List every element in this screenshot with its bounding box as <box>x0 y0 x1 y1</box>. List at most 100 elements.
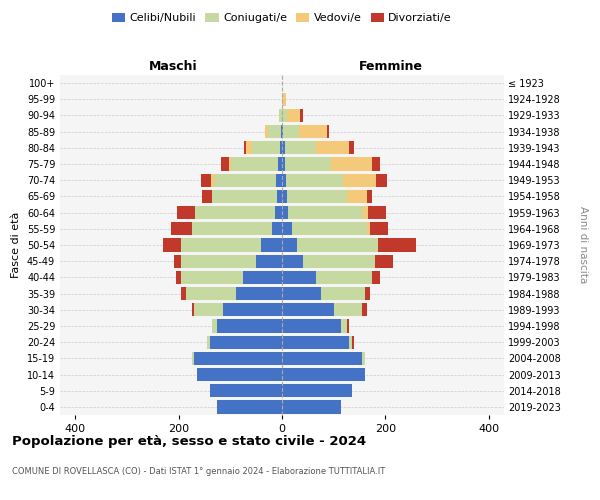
Bar <box>282 287 365 300</box>
Bar <box>282 287 370 300</box>
Bar <box>173 254 282 268</box>
Bar <box>282 158 373 170</box>
Bar <box>187 287 282 300</box>
Bar <box>282 238 416 252</box>
Bar <box>282 336 352 349</box>
Bar <box>211 174 282 187</box>
Bar <box>282 141 316 154</box>
Bar <box>282 222 367 235</box>
Bar <box>282 384 352 398</box>
Bar <box>282 141 349 154</box>
Bar <box>236 287 282 300</box>
Bar <box>282 400 341 413</box>
Bar <box>282 109 287 122</box>
Bar <box>223 303 282 316</box>
Bar <box>282 158 331 170</box>
Bar <box>243 270 282 284</box>
Bar <box>207 336 282 349</box>
Bar <box>282 336 349 349</box>
Bar <box>181 238 282 252</box>
Bar <box>194 303 282 316</box>
Bar <box>280 109 282 122</box>
Text: COMUNE DI ROVELLASCA (CO) - Dati ISTAT 1° gennaio 2024 - Elaborazione TUTTITALIA: COMUNE DI ROVELLASCA (CO) - Dati ISTAT 1… <box>12 468 385 476</box>
Bar <box>197 368 282 381</box>
Bar <box>282 336 354 349</box>
Bar <box>265 125 282 138</box>
Bar <box>181 287 282 300</box>
Bar <box>282 190 287 203</box>
Bar <box>282 352 365 365</box>
Bar <box>282 384 352 398</box>
Bar <box>251 141 282 154</box>
Bar <box>282 320 347 332</box>
Bar <box>282 254 302 268</box>
Bar <box>187 287 282 300</box>
Bar <box>191 352 282 365</box>
Bar <box>229 158 282 170</box>
Bar <box>277 190 282 203</box>
Bar <box>280 109 282 122</box>
Bar <box>217 400 282 413</box>
Bar <box>282 190 347 203</box>
Bar <box>282 320 347 332</box>
Bar <box>282 368 365 381</box>
Bar <box>282 368 365 381</box>
Bar <box>282 109 300 122</box>
Bar <box>214 174 282 187</box>
Bar <box>280 109 282 122</box>
Bar <box>282 400 341 413</box>
Bar <box>202 190 282 203</box>
Bar <box>282 190 373 203</box>
Bar <box>210 384 282 398</box>
Bar <box>247 141 282 154</box>
Bar <box>282 158 284 170</box>
Bar <box>282 222 292 235</box>
Bar <box>207 336 282 349</box>
Bar <box>282 352 365 365</box>
Text: Femmine: Femmine <box>358 60 422 72</box>
Bar <box>210 384 282 398</box>
Bar <box>191 352 282 365</box>
Bar <box>282 352 365 365</box>
Bar <box>282 254 393 268</box>
Bar <box>276 174 282 187</box>
Bar <box>181 254 282 268</box>
Bar <box>232 158 282 170</box>
Bar <box>282 141 354 154</box>
Bar <box>278 158 282 170</box>
Bar <box>282 206 363 220</box>
Bar <box>282 287 365 300</box>
Y-axis label: Fasce di età: Fasce di età <box>11 212 21 278</box>
Bar <box>281 125 282 138</box>
Bar <box>256 254 282 268</box>
Bar <box>282 368 365 381</box>
Bar <box>282 303 362 316</box>
Bar <box>212 320 282 332</box>
Bar <box>210 384 282 398</box>
Bar <box>212 320 282 332</box>
Bar <box>181 254 282 268</box>
Bar <box>282 125 299 138</box>
Bar <box>171 222 282 235</box>
Bar <box>282 222 370 235</box>
Bar <box>275 206 282 220</box>
Bar <box>181 270 282 284</box>
Bar <box>244 141 282 154</box>
Bar <box>212 320 282 332</box>
Bar <box>272 222 282 235</box>
Bar <box>210 384 282 398</box>
Bar <box>217 400 282 413</box>
Bar <box>282 238 377 252</box>
Text: Maschi: Maschi <box>149 60 198 72</box>
Bar <box>282 125 283 138</box>
Bar <box>282 254 375 268</box>
Bar <box>163 238 282 252</box>
Bar <box>181 270 282 284</box>
Bar <box>282 222 388 235</box>
Bar <box>176 270 282 284</box>
Bar <box>282 254 375 268</box>
Bar <box>194 352 282 365</box>
Bar <box>282 400 341 413</box>
Bar <box>282 158 380 170</box>
Bar <box>176 206 282 220</box>
